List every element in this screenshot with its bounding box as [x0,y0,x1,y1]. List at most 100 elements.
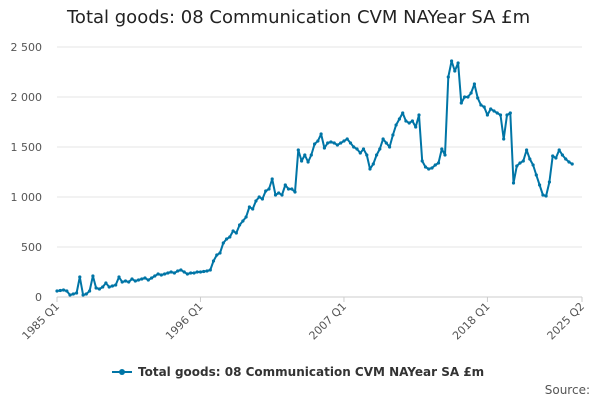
data-point[interactable] [273,193,278,197]
data-point[interactable] [570,162,574,166]
data-point[interactable] [309,153,313,157]
data-point[interactable] [319,132,323,136]
data-point[interactable] [384,141,388,145]
data-point[interactable] [218,251,222,255]
data-point[interactable] [163,272,167,276]
data-point[interactable] [476,96,480,100]
data-point[interactable] [296,148,300,152]
data-point[interactable] [169,270,173,274]
data-point[interactable] [107,285,111,289]
data-point[interactable] [355,147,359,151]
data-point[interactable] [450,59,454,63]
data-point[interactable] [293,190,297,194]
data-point[interactable] [150,276,154,280]
data-point[interactable] [345,137,349,141]
data-point[interactable] [104,281,108,285]
data-point[interactable] [264,189,268,193]
data-point[interactable] [91,274,95,278]
data-point[interactable] [515,164,519,168]
data-point[interactable] [211,259,216,263]
data-point[interactable] [260,197,264,201]
data-point[interactable] [228,235,232,239]
data-point[interactable] [192,271,196,275]
data-point[interactable] [492,109,496,113]
data-point[interactable] [110,284,114,288]
data-point[interactable] [189,271,193,275]
data-point[interactable] [136,278,141,282]
data-point[interactable] [551,154,555,158]
data-point[interactable] [440,147,444,151]
data-point[interactable] [375,153,379,157]
data-point[interactable] [159,273,163,277]
data-point[interactable] [358,151,362,155]
data-point[interactable] [247,205,251,209]
data-point[interactable] [459,101,463,105]
data-point[interactable] [485,113,489,117]
data-point[interactable] [306,160,310,164]
data-point[interactable] [140,277,144,281]
data-point[interactable] [417,113,421,117]
data-point[interactable] [241,219,245,223]
data-point[interactable] [286,187,291,191]
data-point[interactable] [430,166,434,170]
data-point[interactable] [332,141,336,145]
data-point[interactable] [557,148,561,152]
data-point[interactable] [339,141,343,145]
data-point[interactable] [156,272,160,276]
data-point[interactable] [195,270,199,274]
data-point[interactable] [371,162,375,166]
data-point[interactable] [313,142,317,146]
data-point[interactable] [205,269,209,273]
data-point[interactable] [495,111,499,115]
data-point[interactable] [456,61,460,65]
data-point[interactable] [185,272,189,276]
data-point[interactable] [511,181,516,185]
data-point[interactable] [352,145,356,149]
data-point[interactable] [342,139,346,143]
data-point[interactable] [176,269,180,273]
data-point[interactable] [463,95,467,99]
data-point[interactable] [564,157,568,161]
data-point[interactable] [433,163,437,167]
data-point[interactable] [322,146,326,150]
data-point[interactable] [560,153,565,157]
data-point[interactable] [208,268,212,272]
data-point[interactable] [391,133,395,137]
data-point[interactable] [300,159,304,163]
data-point[interactable] [65,289,69,293]
data-point[interactable] [257,195,261,199]
data-point[interactable] [58,288,62,293]
data-point[interactable] [365,153,369,157]
data-point[interactable] [277,191,281,195]
data-point[interactable] [68,293,72,297]
data-point[interactable] [198,270,203,274]
data-point[interactable] [88,289,92,293]
data-point[interactable] [518,161,522,165]
data-point[interactable] [123,279,128,283]
data-point[interactable] [146,278,150,282]
data-point[interactable] [508,111,512,115]
data-point[interactable] [316,139,320,143]
data-point[interactable] [101,285,105,289]
data-point[interactable] [505,113,509,117]
data-point[interactable] [538,183,542,187]
data-point[interactable] [541,193,545,197]
data-point[interactable] [423,165,428,169]
data-point[interactable] [78,275,82,279]
data-point[interactable] [179,268,183,272]
data-point[interactable] [225,237,229,241]
data-point[interactable] [531,163,535,167]
data-point[interactable] [414,125,418,129]
data-point[interactable] [378,147,382,151]
data-point[interactable] [472,82,476,86]
data-point[interactable] [401,111,405,115]
data-point[interactable] [394,123,398,127]
data-point[interactable] [215,253,219,257]
data-point[interactable] [114,283,118,287]
data-point[interactable] [554,156,558,160]
data-point[interactable] [127,280,131,284]
data-point[interactable] [404,119,408,123]
data-point[interactable] [143,276,147,280]
data-point[interactable] [567,160,571,164]
data-point[interactable] [221,241,225,245]
